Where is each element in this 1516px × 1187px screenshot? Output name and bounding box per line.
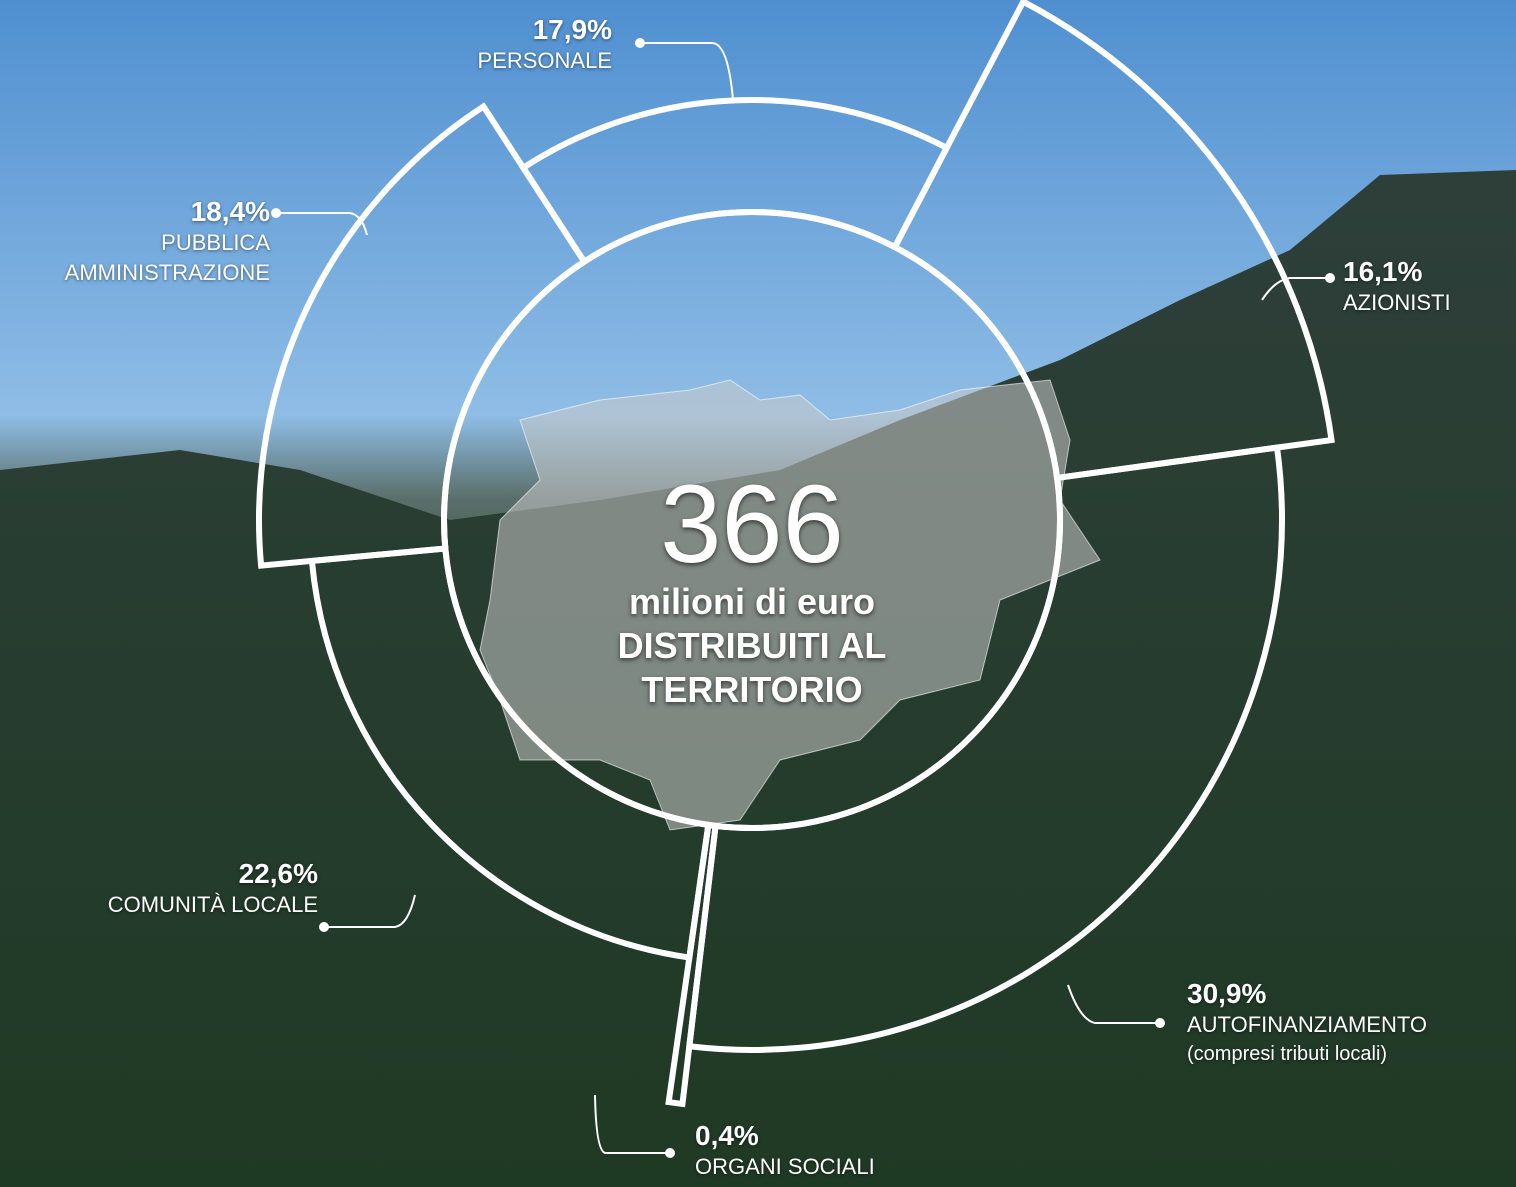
leader-dot [1155,1018,1165,1028]
segment-label: 22,6%COMUNITÀ LOCALE [0,858,318,920]
leader-dot [319,922,329,932]
category-label: ORGANI SOCIALI [695,1152,995,1182]
category-label: PERSONALE [312,46,612,76]
value-label: 17,9% [312,14,612,46]
leader-dot [271,208,281,218]
center-text: 366 milioni di euro DISTRIBUITI AL TERRI… [562,470,942,712]
category-label: PUBBLICA AMMINISTRAZIONE [30,228,270,288]
value-label: 22,6% [0,858,318,890]
value-label: 30,9% [1187,978,1516,1010]
infographic: 366 milioni di euro DISTRIBUITI AL TERRI… [0,0,1516,1187]
segment-label: 18,4%PUBBLICA AMMINISTRAZIONE [30,196,270,288]
value-label: 0,4% [695,1120,995,1152]
leader-dot [665,1148,675,1158]
leader-dot [1325,273,1335,283]
category-label: AUTOFINANZIAMENTO [1187,1010,1516,1040]
segment-label: 30,9%AUTOFINANZIAMENTO(compresi tributi … [1187,978,1516,1068]
total: 366 [562,470,942,580]
category-label: COMUNITÀ LOCALE [0,890,318,920]
leader-dot [635,38,645,48]
segment-label: 16,1%AZIONISTI [1343,256,1516,318]
subtitle: milioni di euro [562,580,942,624]
segment-label: 0,4%ORGANI SOCIALI [695,1120,995,1182]
category-label: AZIONISTI [1343,288,1516,318]
caption: DISTRIBUITI AL TERRITORIO [562,624,942,712]
note: (compresi tributi locali) [1187,1040,1516,1068]
value-label: 18,4% [30,196,270,228]
segment-label: 17,9%PERSONALE [312,14,612,76]
value-label: 16,1% [1343,256,1516,288]
